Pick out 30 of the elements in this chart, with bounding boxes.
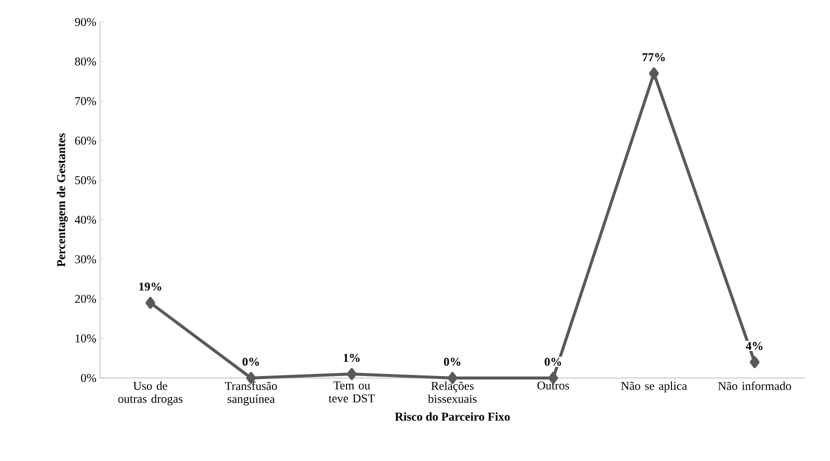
y-axis-title: Percentagem de Gestantes [56,133,68,267]
y-tick-label: 80% [75,58,96,66]
y-tick-label: 40% [74,216,96,224]
x-tick-label: Tem ou teve DST [328,382,375,402]
x-tick-label: Relações bissexuais [428,382,477,403]
data-label: 0% [242,358,259,366]
data-label: 19% [139,282,162,291]
y-tick-label: 90% [74,18,96,26]
point [346,368,357,380]
point [649,67,659,80]
x-tick-label: Outros [537,382,570,390]
point [146,296,156,309]
x-tick-label: Uso de outras drogas [118,382,182,406]
x-tick-label: Não informado [718,382,792,390]
y-tick-label: 70% [75,97,96,106]
y-tick-label: 50% [75,176,96,184]
y-tick-label: 30% [75,255,96,264]
data-label: 4% [746,342,762,350]
x-tick-label: Transfusão sanguínea [224,382,277,406]
y-tick-label: 60% [75,136,96,145]
y-tick-label: 10% [76,334,96,342]
data-label: 0% [444,358,460,366]
y-tick-label: 0% [81,374,96,382]
data-label: 1% [344,354,360,362]
data-label: 77% [642,53,665,62]
x-axis-title: Risco do Parceiro Fixo [394,412,510,421]
x-tick-label: Não se aplica [621,382,687,392]
y-tick-label: 20% [75,294,96,303]
data-label: 0% [544,358,562,366]
point [750,356,760,368]
